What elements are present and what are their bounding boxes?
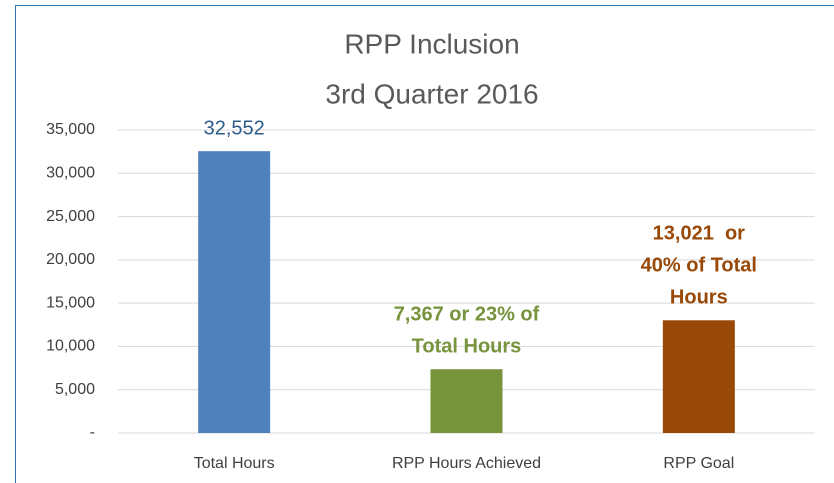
chart-title: RPP Inclusion: [344, 28, 519, 59]
y-tick-label: 20,000: [46, 251, 95, 268]
y-tick-label: 5,000: [55, 381, 95, 398]
x-tick-label: RPP Hours Achieved: [392, 455, 541, 472]
x-tick-label: RPP Goal: [663, 455, 734, 472]
y-tick-label: -: [90, 424, 95, 441]
y-tick-label: 15,000: [46, 294, 95, 311]
data-label: Hours: [670, 287, 728, 309]
chart-title: 3rd Quarter 2016: [325, 78, 538, 109]
data-label: 32,552: [204, 117, 265, 139]
y-tick-label: 35,000: [46, 121, 95, 138]
data-label: 7,367 or 23% of: [394, 304, 540, 326]
y-tick-label: 25,000: [46, 208, 95, 225]
data-label: 40% of Total: [641, 255, 757, 277]
bar: [662, 320, 735, 433]
bar: [430, 369, 503, 433]
data-label: Total Hours: [412, 336, 522, 358]
bar: [198, 151, 271, 433]
y-tick-label: 30,000: [46, 165, 95, 182]
x-tick-label: Total Hours: [194, 455, 275, 472]
data-label: 13,021 or: [653, 223, 746, 245]
y-tick-label: 10,000: [46, 338, 95, 355]
